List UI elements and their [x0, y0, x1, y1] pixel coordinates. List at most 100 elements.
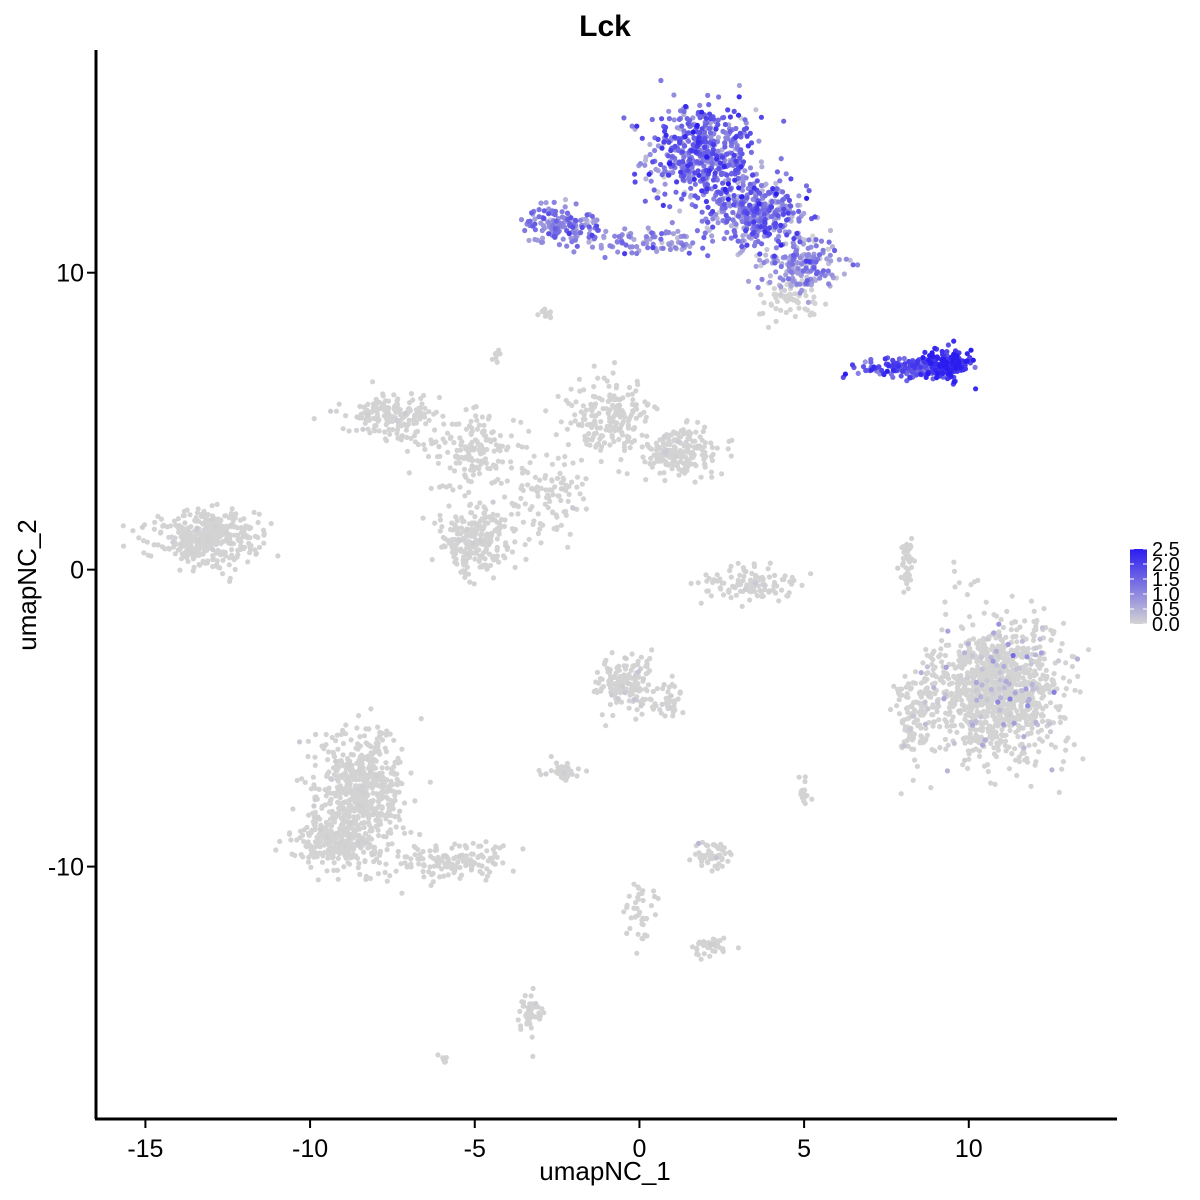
cell-point [730, 583, 736, 589]
cell-point [545, 505, 551, 511]
cell-point [1024, 755, 1030, 761]
cell-point [319, 859, 325, 865]
cell-point [338, 806, 344, 812]
cell-point [782, 573, 788, 579]
cell-point [756, 138, 762, 144]
cell-point [477, 868, 483, 875]
cell-point [932, 680, 938, 686]
cell-point [642, 418, 648, 424]
cell-point [990, 658, 996, 664]
cell-point [945, 676, 952, 682]
cell-point [367, 430, 373, 436]
cell-point [943, 719, 950, 725]
cell-point [611, 360, 618, 366]
cell-point [214, 501, 220, 507]
cell-point [1015, 712, 1021, 718]
cell-point [688, 580, 694, 587]
cell-point [702, 424, 708, 430]
cell-point [376, 860, 382, 866]
cell-point [627, 925, 633, 932]
cell-point [482, 510, 488, 516]
cell-point [393, 868, 399, 874]
cell-point [961, 703, 967, 709]
cell-point [586, 239, 592, 245]
cell-point [841, 271, 848, 277]
cell-point [403, 427, 409, 433]
cell-point [917, 722, 923, 728]
cell-point [979, 701, 986, 708]
cell-point [625, 392, 631, 398]
cell-point [441, 421, 447, 427]
cell-point [910, 777, 916, 783]
cell-point [1031, 618, 1037, 625]
cell-point [206, 528, 212, 535]
cell-point [959, 697, 965, 704]
cell-point [387, 431, 393, 437]
cell-point [360, 426, 366, 432]
cell-point [426, 409, 432, 415]
cell-point [520, 846, 526, 852]
cell-point [755, 284, 761, 291]
cell-point [363, 840, 369, 846]
cell-point [300, 854, 306, 860]
cell-point [173, 522, 179, 528]
cell-point [369, 757, 375, 763]
cell-point [1033, 645, 1039, 651]
cell-point [666, 432, 672, 438]
cell-point [164, 524, 170, 530]
cell-point [367, 828, 373, 834]
cell-point [384, 847, 390, 853]
cell-point [1043, 703, 1049, 709]
cell-point [747, 597, 753, 603]
cell-point [383, 760, 389, 766]
cell-point [561, 770, 567, 776]
cell-point [619, 684, 625, 690]
cell-point [578, 457, 585, 463]
cell-point [420, 868, 426, 875]
cell-point [993, 753, 1000, 760]
cell-point [647, 141, 653, 147]
cell-point [455, 529, 461, 535]
cell-point [512, 501, 518, 508]
cell-point [605, 398, 611, 404]
cell-point [573, 201, 579, 207]
cell-point [905, 586, 911, 592]
cell-point [896, 697, 902, 703]
cell-point [390, 806, 396, 812]
cell-point [807, 312, 813, 318]
cell-point [312, 797, 318, 803]
cell-point [365, 806, 371, 812]
cell-point [1059, 766, 1065, 772]
cell-point [966, 614, 973, 620]
cell-point [593, 687, 599, 693]
cell-point [735, 945, 742, 951]
cell-point [799, 582, 805, 588]
cell-point [794, 299, 800, 305]
cell-point [1023, 662, 1029, 669]
cell-point [654, 456, 660, 462]
cell-point [702, 454, 709, 460]
cell-point [442, 853, 448, 859]
cell-point [779, 587, 785, 593]
cell-point [337, 790, 343, 796]
cell-point [444, 537, 451, 543]
cell-point [783, 297, 789, 303]
cell-point [939, 627, 945, 633]
cell-point [725, 858, 731, 864]
cell-point [597, 425, 604, 431]
cell-point [741, 573, 747, 579]
cell-point [989, 704, 995, 710]
cell-point [967, 693, 973, 699]
cell-point [1038, 650, 1044, 656]
cell-point [1021, 750, 1027, 756]
cell-point [468, 545, 474, 551]
cell-point [541, 1010, 547, 1016]
cell-point [648, 455, 654, 461]
cell-point [450, 487, 456, 493]
cell-point [421, 863, 427, 869]
cell-point [639, 711, 645, 717]
cell-point [1025, 681, 1031, 687]
cell-point [582, 433, 588, 439]
cell-point [512, 539, 518, 545]
cell-point [666, 242, 673, 248]
